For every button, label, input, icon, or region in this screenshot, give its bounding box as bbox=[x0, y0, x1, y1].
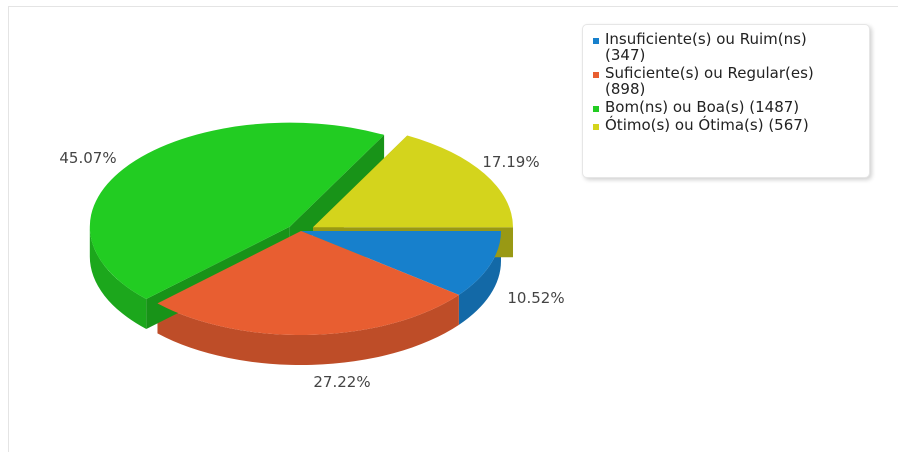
legend-label: Ótimo(s) ou Ótima(s) (567) bbox=[605, 116, 809, 134]
pie-slice-insuficiente-s-ou-ruim-ns[interactable] bbox=[301, 231, 501, 295]
pie-slice-otimo-s-ou-otima-s[interactable] bbox=[313, 135, 514, 228]
pie-slice-side-insuficiente-s-ou-ruim-ns bbox=[458, 231, 501, 325]
pie-slice-cut-bom-ns-ou-boa-s-1 bbox=[289, 134, 385, 257]
legend-label: Insuficiente(s) ou Ruim(ns) (347) bbox=[605, 30, 807, 64]
legend-label: Bom(ns) ou Boa(s) (1487) bbox=[605, 98, 800, 116]
pie-chart: 10.52% 27.22% 45.07% 17.19% bbox=[59, 122, 565, 391]
pie-slice-bom-ns-ou-boa-s[interactable] bbox=[89, 122, 385, 300]
chart-frame: 10.52% 27.22% 45.07% 17.19% Insuficiente(s)… bbox=[8, 6, 898, 452]
pie-slice-side-suficiente-s-ou-regular-es bbox=[157, 294, 459, 365]
percent-label-bom-ns-ou-boa-s: 45.07% bbox=[59, 149, 116, 167]
legend-item-bom-ns-ou-boa-s[interactable]: Bom(ns) ou Boa(s) (1487) bbox=[593, 99, 861, 115]
percent-label-suficiente-s-ou-regular-es: 27.22% bbox=[313, 373, 370, 391]
pie-slice-side-bom-ns-ou-boa-s bbox=[89, 226, 147, 330]
legend-swatch bbox=[593, 106, 599, 112]
legend-item-insuficiente-s-ou-ruim-ns[interactable]: Insuficiente(s) ou Ruim(ns) (347) bbox=[593, 31, 861, 63]
legend-swatch bbox=[593, 72, 599, 78]
legend-label: Suficiente(s) ou Regular(es) (898) bbox=[605, 64, 814, 98]
legend-swatch bbox=[593, 124, 599, 130]
legend-swatch bbox=[593, 38, 599, 44]
legend: Insuficiente(s) ou Ruim(ns) (347) Suficie… bbox=[582, 24, 870, 178]
percent-label-insuficiente-s-ou-ruim-ns: 10.52% bbox=[507, 289, 564, 307]
legend-item-suficiente-s-ou-regular-es[interactable]: Suficiente(s) ou Regular(es) (898) bbox=[593, 65, 861, 97]
pie-slice-suficiente-s-ou-regular-es[interactable] bbox=[157, 231, 459, 335]
legend-item-otimo-s-ou-otima-s[interactable]: Ótimo(s) ou Ótima(s) (567) bbox=[593, 117, 861, 133]
percent-label-otimo-s-ou-otima-s: 17.19% bbox=[482, 153, 539, 171]
